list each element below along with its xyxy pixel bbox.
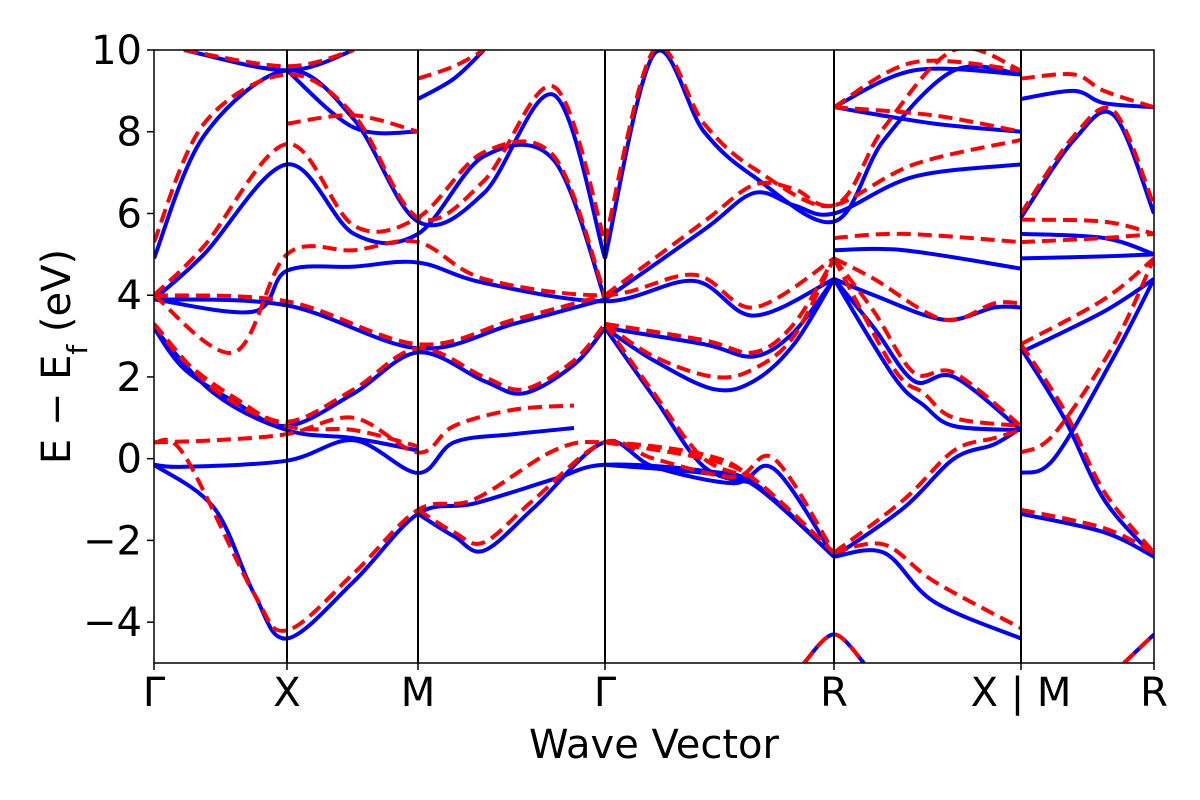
x-tick-label: Γ: [143, 670, 166, 716]
solid-band-line: [154, 142, 607, 301]
solid-band-line: [832, 426, 1023, 559]
dashed-band-line: [833, 231, 1022, 245]
solid-band-line: [154, 259, 835, 318]
y-tick-label: −4: [83, 600, 142, 646]
dashed-band-line: [417, 50, 485, 81]
dashed-band-line: [1122, 632, 1154, 663]
y-tick-label: 8: [117, 110, 142, 156]
x-tick-label: M: [401, 670, 436, 716]
dashed-band-line: [832, 257, 1022, 428]
solid-band-line: [154, 426, 575, 476]
plot-frame: [153, 49, 1155, 664]
solid-band-line: [1019, 109, 1154, 219]
dashed-band-line: [1020, 72, 1154, 110]
dashed-band-line: [603, 50, 1022, 243]
x-tick-label: X: [273, 670, 300, 716]
dashed-band-line: [183, 50, 355, 69]
dashed-band-line: [1020, 507, 1154, 555]
dashed-band-line: [833, 541, 1022, 631]
y-axis-label: E − Ef (eV): [34, 249, 94, 464]
dashed-band-line: [1019, 105, 1154, 215]
solid-band-line: [417, 50, 486, 101]
dashed-band-line: [604, 257, 836, 355]
solid-band-line: [833, 105, 1022, 134]
solid-band-line: [603, 277, 836, 393]
solid-band-line: [285, 68, 419, 136]
x-axis-ticks: Γ X M Γ R X | M R: [143, 663, 1168, 716]
solid-band-line: [604, 462, 836, 559]
x-tick-label: X | M: [971, 670, 1072, 716]
dashed-band-line: [1020, 257, 1154, 455]
solid-band-line: [1020, 252, 1154, 261]
dashed-band-line: [154, 322, 607, 424]
solid-band-line: [1020, 511, 1154, 559]
dashed-band-line: [1019, 343, 1154, 554]
solid-band-line: [154, 297, 606, 351]
dashed-band-line: [603, 322, 755, 480]
y-axis-label-sub: f: [61, 344, 94, 355]
y-tick-label: 2: [117, 355, 142, 401]
x-tick-label: R: [1140, 670, 1168, 716]
dashed-band-line: [603, 257, 836, 380]
y-tick-label: −2: [83, 518, 142, 564]
x-axis-label: Wave Vector: [529, 722, 780, 768]
dashed-band-line: [832, 257, 1023, 428]
dashed-band-line: [1020, 217, 1154, 236]
solid-band-line: [833, 246, 1022, 271]
y-axis-label-main: E − E: [34, 355, 80, 465]
x-tick-label: Γ: [594, 670, 617, 716]
x-tick-label: R: [820, 670, 848, 716]
y-tick-label: 6: [117, 191, 142, 237]
dashed-band-line: [154, 238, 836, 355]
solid-band-line: [1020, 231, 1154, 257]
solid-band-line: [1019, 347, 1154, 559]
dashed-band-line: [833, 256, 1022, 323]
dashed-band-line: [603, 137, 1022, 297]
solid-band-line: [603, 50, 1022, 259]
dashed-band-line: [832, 428, 1022, 555]
dashed-band-line: [154, 72, 607, 243]
dashed-band-line: [154, 139, 607, 297]
dashed-band-line: [154, 437, 836, 633]
dashed-band-line: [832, 58, 1022, 109]
kpoint-lines: [286, 50, 1022, 663]
dashed-band-line: [1020, 256, 1154, 346]
y-axis-ticks: 10 8 6 4 2 0 −2 −4: [83, 28, 154, 646]
y-tick-label: 10: [91, 28, 142, 74]
solid-band-line: [1020, 88, 1154, 110]
y-axis-label-unit: (eV): [34, 249, 80, 345]
dashed-band-line: [154, 403, 575, 455]
y-tick-label: 4: [117, 273, 142, 319]
solid-band-line: [833, 548, 1022, 641]
y-tick-label: 0: [117, 437, 142, 483]
solid-band-line: [154, 326, 607, 429]
dashed-band-line: [286, 113, 419, 134]
dashed-band-line: [833, 105, 1022, 134]
solid-band-line: [1020, 277, 1154, 475]
dashed-band-line: [604, 440, 836, 555]
solid-band-line: [832, 277, 1022, 433]
bands-layer: [154, 50, 1154, 663]
